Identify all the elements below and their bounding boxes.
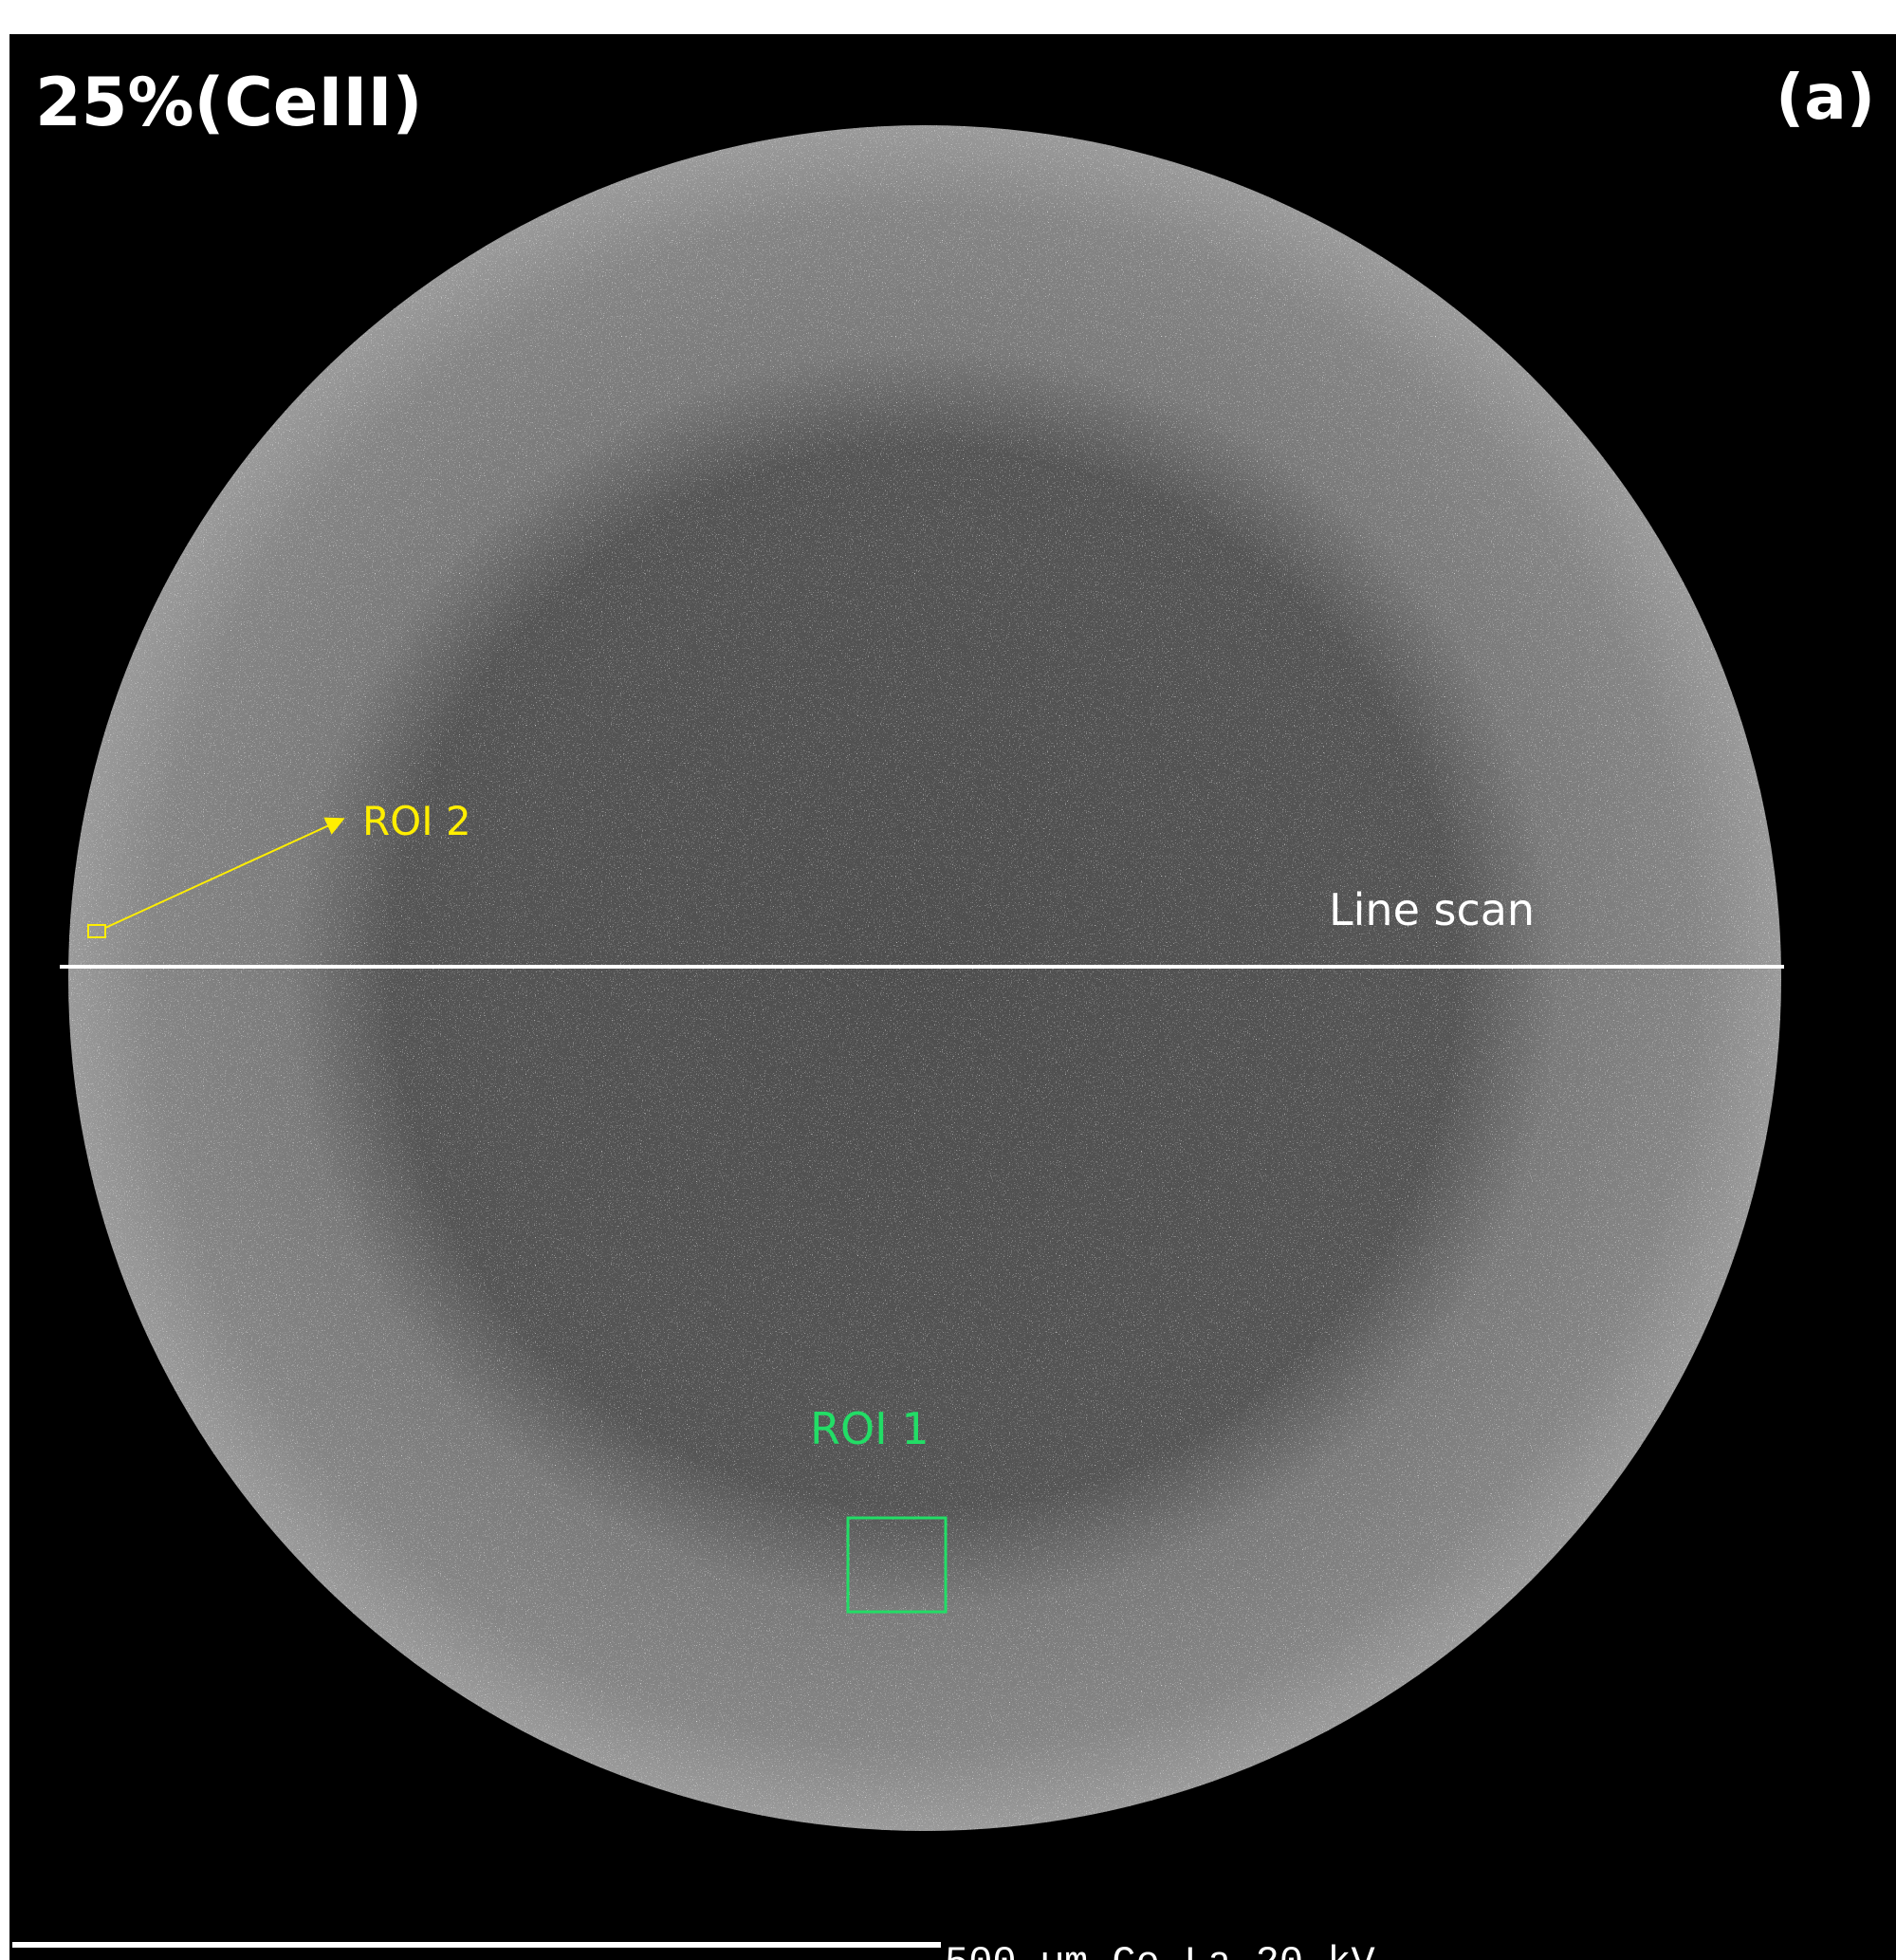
roi-2-label: ROI 2 bbox=[362, 798, 471, 844]
figure: 25%(CeIII) (a) ROI 2 Line scan ROI 1 500… bbox=[0, 0, 1896, 1960]
panel-label: 25%(CeIII) bbox=[35, 64, 423, 141]
panel-letter: (a) bbox=[1776, 61, 1875, 134]
page: 25%(CeIII) (a) ROI 2 Line scan ROI 1 500… bbox=[0, 0, 1896, 1960]
scale-bar-label: 500 µm Ce La 20 kV bbox=[945, 1940, 1375, 1960]
roi-1-label: ROI 1 bbox=[810, 1403, 930, 1454]
line-scan-label: Line scan bbox=[1329, 884, 1535, 935]
